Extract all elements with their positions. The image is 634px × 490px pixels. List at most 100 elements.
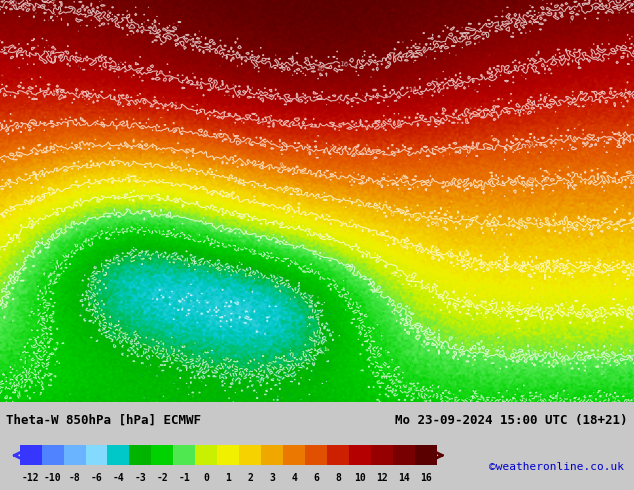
Bar xyxy=(371,445,393,466)
Text: -2: -2 xyxy=(444,397,451,404)
Text: 4: 4 xyxy=(550,263,557,270)
Bar xyxy=(86,445,108,466)
Text: 16: 16 xyxy=(340,61,349,68)
Text: 0: 0 xyxy=(204,473,209,483)
Text: 2: 2 xyxy=(564,306,572,313)
Text: 2: 2 xyxy=(247,473,253,483)
Text: 1: 1 xyxy=(225,473,231,483)
Bar xyxy=(349,445,371,466)
Bar xyxy=(239,445,261,466)
Text: 2: 2 xyxy=(553,307,560,314)
Bar xyxy=(195,445,217,466)
Text: -4: -4 xyxy=(254,376,263,385)
Bar xyxy=(393,445,415,466)
Text: -8: -8 xyxy=(68,473,81,483)
Text: -4: -4 xyxy=(189,260,197,268)
Text: -2: -2 xyxy=(467,396,474,403)
Text: 16: 16 xyxy=(49,0,58,5)
Text: -4: -4 xyxy=(193,355,202,364)
Text: 2: 2 xyxy=(515,305,520,311)
Bar xyxy=(415,445,437,466)
Text: -2: -2 xyxy=(536,394,545,402)
Text: -12: -12 xyxy=(22,473,39,483)
Text: 6: 6 xyxy=(463,221,470,226)
Bar xyxy=(129,445,152,466)
Text: 4: 4 xyxy=(580,268,586,274)
Text: 0: 0 xyxy=(627,356,633,363)
Bar xyxy=(217,445,239,466)
Text: -1: -1 xyxy=(178,473,190,483)
Text: 2: 2 xyxy=(524,313,528,319)
Text: 4: 4 xyxy=(606,264,614,271)
Text: -2: -2 xyxy=(523,395,529,402)
Text: 8: 8 xyxy=(629,174,634,182)
Text: 0: 0 xyxy=(561,360,567,368)
Text: 0: 0 xyxy=(406,317,412,322)
Text: -4: -4 xyxy=(116,328,126,337)
Bar xyxy=(20,445,42,466)
Text: 2: 2 xyxy=(479,300,484,307)
Text: 0: 0 xyxy=(519,349,525,357)
Text: 2: 2 xyxy=(598,311,606,318)
Text: -4: -4 xyxy=(305,292,314,301)
Text: 14: 14 xyxy=(408,87,417,93)
Text: 3: 3 xyxy=(269,473,275,483)
Text: -4: -4 xyxy=(195,368,203,377)
Text: Theta-W 850hPa [hPa] ECMWF: Theta-W 850hPa [hPa] ECMWF xyxy=(6,414,202,427)
Text: -4: -4 xyxy=(322,345,328,352)
Bar xyxy=(261,445,283,466)
Text: 4: 4 xyxy=(126,172,133,179)
Bar xyxy=(305,445,327,466)
Text: -2: -2 xyxy=(40,333,49,342)
Text: 2: 2 xyxy=(16,237,22,244)
Bar xyxy=(42,445,63,466)
Bar xyxy=(108,445,129,466)
Text: 12: 12 xyxy=(51,87,58,97)
Text: 4: 4 xyxy=(131,176,136,183)
Text: 6: 6 xyxy=(434,221,440,228)
Text: 2: 2 xyxy=(508,313,514,319)
Text: 16: 16 xyxy=(420,473,432,483)
Text: Mo 23-09-2024 15:00 UTC (18+21): Mo 23-09-2024 15:00 UTC (18+21) xyxy=(395,414,628,427)
Text: -2: -2 xyxy=(25,371,34,380)
Text: 4: 4 xyxy=(630,270,634,276)
Text: -2: -2 xyxy=(552,397,559,404)
Text: -3: -3 xyxy=(134,473,146,483)
Bar xyxy=(63,445,86,466)
Text: 4: 4 xyxy=(566,271,571,278)
Text: 0: 0 xyxy=(528,348,536,356)
Text: 2: 2 xyxy=(392,270,397,277)
Text: 14: 14 xyxy=(398,473,410,483)
Bar xyxy=(327,445,349,466)
Text: 2: 2 xyxy=(408,276,415,283)
Text: 8: 8 xyxy=(335,473,341,483)
Text: 4: 4 xyxy=(432,246,437,253)
Text: 4: 4 xyxy=(399,243,406,250)
Text: 0: 0 xyxy=(441,344,447,349)
Text: -10: -10 xyxy=(44,473,61,483)
Text: -2: -2 xyxy=(512,395,521,405)
Text: 6: 6 xyxy=(390,211,395,218)
Text: 8: 8 xyxy=(278,162,285,169)
Text: -2: -2 xyxy=(15,387,23,395)
Text: 10: 10 xyxy=(354,473,366,483)
Bar xyxy=(152,445,173,466)
Text: 2: 2 xyxy=(612,307,618,314)
Text: -2: -2 xyxy=(411,383,420,392)
Text: 4: 4 xyxy=(291,473,297,483)
Text: 16: 16 xyxy=(315,65,325,73)
Text: 0: 0 xyxy=(344,265,351,272)
Text: 10: 10 xyxy=(525,139,536,149)
Text: 6: 6 xyxy=(313,473,319,483)
Text: 2: 2 xyxy=(70,199,78,206)
Text: 8: 8 xyxy=(529,175,536,181)
Text: 4: 4 xyxy=(461,251,468,256)
Bar xyxy=(173,445,195,466)
Text: 0: 0 xyxy=(550,361,557,368)
Text: 4: 4 xyxy=(51,189,55,195)
Text: 16: 16 xyxy=(8,0,19,8)
Bar xyxy=(283,445,305,466)
Text: -2: -2 xyxy=(610,396,618,404)
Text: 2: 2 xyxy=(453,305,460,312)
Text: 8: 8 xyxy=(541,177,548,184)
